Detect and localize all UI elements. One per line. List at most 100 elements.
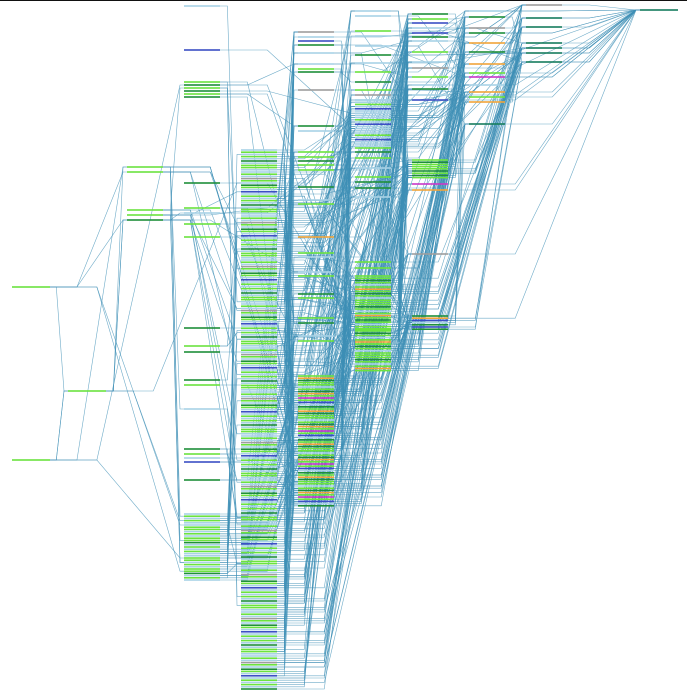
graph-node bbox=[184, 564, 220, 566]
graph-node bbox=[241, 451, 277, 453]
graph-node bbox=[241, 578, 277, 580]
graph-node bbox=[241, 391, 277, 393]
graph-node bbox=[412, 317, 448, 319]
graph-node bbox=[184, 448, 220, 450]
graph-node bbox=[412, 99, 448, 101]
graph-node bbox=[241, 435, 277, 437]
graph-node bbox=[241, 237, 277, 239]
graph-node bbox=[241, 178, 277, 180]
graph-node bbox=[241, 176, 277, 178]
graph-node bbox=[241, 321, 277, 323]
graph-node bbox=[184, 524, 220, 526]
graph-node bbox=[355, 354, 391, 356]
graph-node bbox=[355, 348, 391, 350]
graph-node bbox=[241, 404, 277, 406]
graph-node bbox=[355, 352, 391, 354]
graph-node bbox=[355, 330, 391, 332]
graph-node bbox=[241, 261, 277, 263]
graph-node bbox=[412, 320, 448, 322]
graph-node bbox=[184, 562, 220, 564]
graph-node bbox=[355, 280, 391, 282]
graph-node bbox=[412, 94, 448, 96]
graph-node bbox=[241, 363, 277, 365]
graph-node bbox=[355, 295, 391, 297]
graph-node bbox=[355, 110, 391, 112]
graph-node bbox=[241, 646, 277, 648]
graph-node bbox=[184, 96, 220, 98]
graph-node bbox=[355, 30, 391, 32]
graph-node bbox=[241, 228, 277, 230]
graph-node bbox=[184, 577, 220, 579]
graph-node bbox=[184, 573, 220, 575]
graph-node bbox=[355, 288, 391, 290]
graph-node bbox=[298, 89, 334, 91]
graph-node bbox=[355, 187, 391, 189]
graph-node bbox=[355, 121, 391, 123]
graph-node bbox=[412, 324, 448, 326]
graph-node bbox=[298, 448, 334, 450]
graph-node bbox=[298, 380, 334, 382]
graph-node bbox=[241, 415, 277, 417]
top-border-line bbox=[0, 0, 687, 1]
graph-node bbox=[241, 475, 277, 477]
graph-node bbox=[241, 642, 277, 644]
graph-node bbox=[241, 620, 277, 622]
graph-node bbox=[241, 165, 277, 167]
graph-node bbox=[184, 557, 220, 559]
graph-node bbox=[298, 490, 334, 492]
graph-node bbox=[241, 158, 277, 160]
graph-node bbox=[355, 151, 391, 153]
graph-node bbox=[241, 455, 277, 457]
graph-node bbox=[241, 539, 277, 541]
graph-node bbox=[355, 35, 391, 37]
graph-node bbox=[241, 426, 277, 428]
graph-node bbox=[241, 270, 277, 272]
graph-node bbox=[241, 481, 277, 483]
graph-node bbox=[241, 189, 277, 191]
graph-node bbox=[355, 126, 391, 128]
graph-node bbox=[184, 546, 220, 548]
graph-node bbox=[241, 618, 277, 620]
graph-edge bbox=[391, 62, 526, 322]
graph-node bbox=[241, 644, 277, 646]
graph-node bbox=[241, 167, 277, 169]
graph-node bbox=[184, 553, 220, 555]
graph-node bbox=[355, 181, 391, 183]
graph-node bbox=[298, 470, 334, 472]
graph-node bbox=[298, 386, 334, 388]
graph-node bbox=[68, 390, 106, 392]
graph-node bbox=[241, 528, 277, 530]
graph-node bbox=[298, 483, 334, 485]
graph-node bbox=[241, 567, 277, 569]
graph-node bbox=[241, 611, 277, 613]
graph-node bbox=[298, 340, 334, 342]
graph-node bbox=[241, 668, 277, 670]
graph-node bbox=[241, 446, 277, 448]
graph-node bbox=[241, 686, 277, 688]
graph-edge bbox=[50, 85, 184, 460]
graph-node bbox=[184, 575, 220, 577]
graph-node bbox=[298, 468, 334, 470]
graph-node bbox=[298, 437, 334, 439]
graph-node bbox=[241, 633, 277, 635]
graph-node bbox=[241, 429, 277, 431]
graph-node bbox=[241, 664, 277, 666]
graph-node bbox=[298, 463, 334, 465]
graph-node bbox=[241, 653, 277, 655]
graph-node bbox=[355, 282, 391, 284]
graph-node bbox=[241, 393, 277, 395]
graph-node bbox=[241, 470, 277, 472]
graph-node bbox=[241, 231, 277, 233]
graph-node bbox=[184, 559, 220, 561]
graph-node bbox=[355, 286, 391, 288]
graph-node bbox=[298, 417, 334, 419]
graph-edge bbox=[106, 220, 127, 391]
graph-node bbox=[298, 459, 334, 461]
graph-node bbox=[298, 384, 334, 386]
graph-node bbox=[298, 164, 334, 166]
graph-node bbox=[241, 184, 277, 186]
graph-node bbox=[412, 175, 448, 177]
graph-node bbox=[355, 104, 391, 106]
graph-node bbox=[298, 63, 334, 65]
